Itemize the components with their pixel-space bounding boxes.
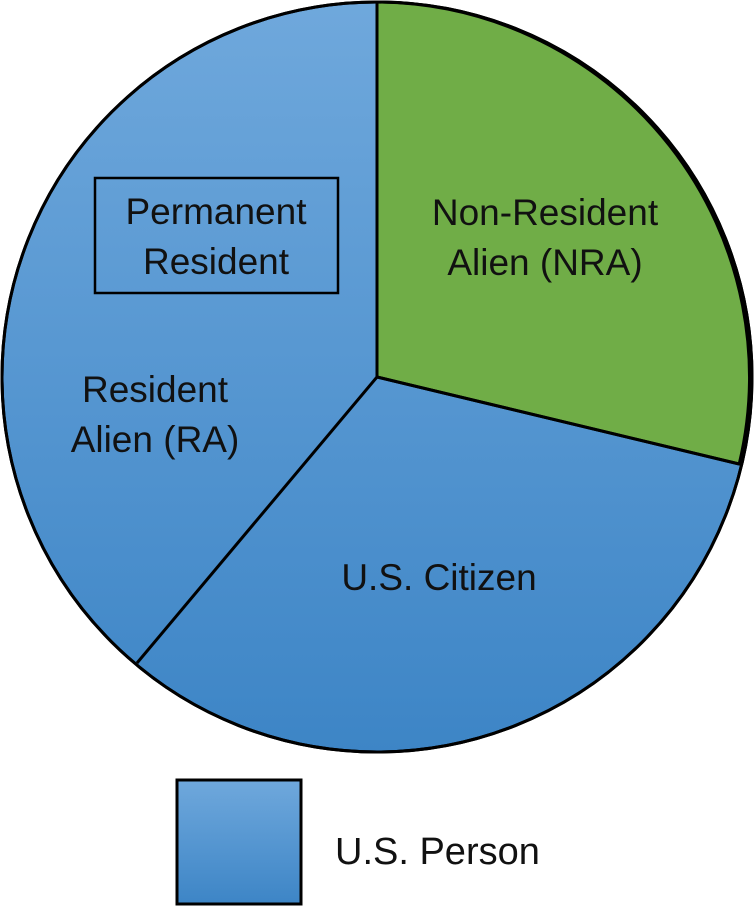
nra-label-line2: Alien (NRA) — [447, 242, 642, 283]
nra-label-line1: Non-Resident — [432, 192, 659, 233]
permanent-resident-label-line2: Resident — [143, 241, 290, 282]
legend-label-us-person: U.S. Person — [335, 831, 540, 873]
resident-alien-label-line2: Alien (RA) — [71, 419, 240, 460]
permanent-resident-label-line1: Permanent — [126, 191, 308, 232]
legend-swatch-us-person — [175, 778, 303, 906]
us-citizen-label: U.S. Citizen — [341, 557, 536, 598]
divider-left — [135, 376, 379, 664]
pie-outline — [0, 0, 754, 754]
resident-alien-label-line1: Resident — [82, 369, 229, 410]
divider-right — [376, 375, 740, 466]
permanent-resident-box — [93, 176, 340, 295]
